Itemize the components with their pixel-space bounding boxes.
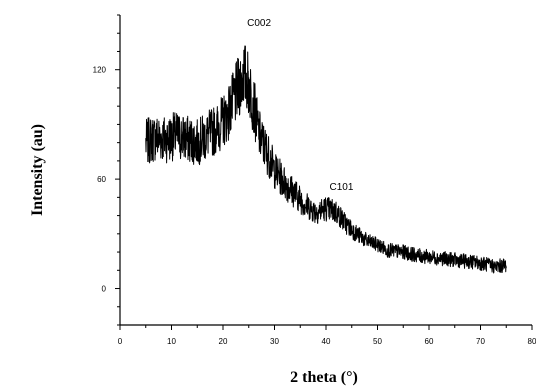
x-tick-label: 20: [219, 337, 228, 346]
x-tick-label: 40: [322, 337, 331, 346]
x-tick-label: 30: [270, 337, 279, 346]
y-tick-label: 0: [102, 285, 107, 294]
plot-layer: [145, 45, 507, 274]
axes-layer: [119, 15, 532, 326]
x-tick-label: 60: [425, 337, 434, 346]
annotations: C002 C101: [247, 18, 354, 193]
xrd-series-line: [145, 45, 507, 274]
x-tick-label: 50: [373, 337, 382, 346]
y-axis-title: Intensity (au): [29, 124, 46, 216]
peak-annotation: C002: [247, 18, 271, 29]
y-tick-label: 60: [97, 175, 106, 184]
x-ticks: 0 10 20 30 40 50 60 70 80: [118, 325, 536, 346]
y-ticks: 0 60 120: [93, 14, 120, 326]
peak-annotation: C101: [329, 182, 353, 193]
x-tick-label: 10: [167, 337, 176, 346]
y-tick-label: 120: [93, 66, 107, 75]
x-tick-label: 70: [476, 337, 485, 346]
x-tick-label: 0: [118, 337, 123, 346]
x-axis-title: 2 theta (°): [290, 369, 358, 386]
x-tick-label: 80: [528, 337, 536, 346]
